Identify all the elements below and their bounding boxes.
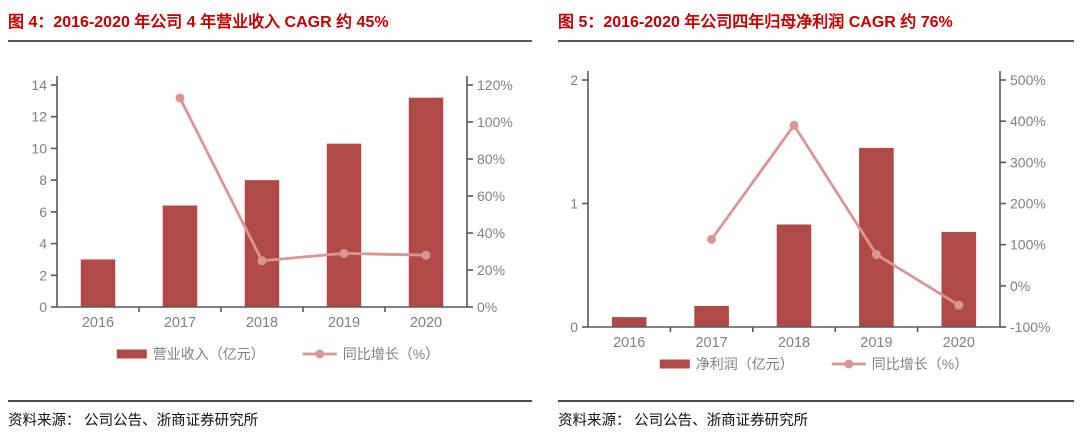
growth-point (421, 250, 431, 260)
figure-4-title: 图 4：2016-2020 年公司 4 年营业收入 CAGR 约 45% (8, 14, 389, 31)
growth-point (954, 300, 964, 310)
legend-line-label: 同比增长（%） (343, 346, 439, 362)
x-tick-label: 2019 (860, 335, 892, 351)
growth-point (175, 93, 185, 103)
right-axis-tick-label: 300% (1010, 154, 1046, 170)
revenue-bar-line-chart: 0 2 4 6 8 10 12 14 0% 20% 40% 60% 80% 100% 120% 2016 201… (31, 76, 513, 362)
source-note: 资料来源： 公司公告、浙商证券研究所 (8, 413, 259, 429)
left-axis-tick-label: 6 (39, 204, 47, 220)
right-axis-tick-label: 100% (1010, 237, 1046, 253)
right-axis-tick-label: 0% (1010, 278, 1030, 294)
right-axis-tick-label: 500% (1010, 72, 1046, 88)
growth-point (707, 234, 717, 244)
left-axis-tick-label: 2 (39, 267, 47, 283)
x-tick-label: 2017 (164, 315, 196, 331)
growth-point (789, 120, 799, 130)
growth-point (257, 256, 267, 266)
bar-2018 (776, 224, 812, 327)
bar-2016 (80, 259, 116, 307)
source-note: 资料来源： 公司公告、浙商证券研究所 (558, 413, 809, 429)
bar-2017 (694, 306, 729, 327)
left-axis-tick-label: 14 (31, 77, 47, 93)
figure-5-title: 图 5：2016-2020 年公司四年归母净利润 CAGR 约 76% (558, 14, 953, 31)
left-axis-tick-label: 8 (39, 172, 47, 188)
source-divider (8, 400, 532, 402)
right-axis-tick-label: 80% (477, 151, 505, 167)
legend-line-marker (844, 359, 854, 369)
x-tick-label: 2016 (82, 315, 114, 331)
x-tick-label: 2020 (410, 315, 442, 331)
right-axis-tick-label: 20% (477, 262, 505, 278)
x-tick-label: 2017 (695, 335, 727, 351)
legend-line-marker (315, 349, 325, 359)
x-tick-label: 2018 (778, 335, 810, 351)
x-tick-label: 2018 (246, 315, 278, 331)
left-axis-tick-label: 0 (39, 299, 47, 315)
legend: 净利润（亿元） 同比增长（%） (659, 356, 968, 372)
source-divider (558, 400, 1074, 402)
right-axis-tick-label: 400% (1010, 113, 1046, 129)
left-axis-tick-label: 1 (570, 196, 578, 212)
right-axis-tick-label: 120% (477, 77, 513, 93)
bar-2016 (611, 317, 647, 327)
left-axis-tick-label: 0 (570, 319, 578, 335)
right-axis-tick-label: 60% (477, 188, 505, 204)
title-divider (558, 40, 1074, 42)
right-axis-tick-label: 40% (477, 225, 505, 241)
bar-2018 (244, 180, 280, 307)
legend-line-label: 同比增长（%） (872, 356, 968, 372)
bar-2020 (408, 97, 444, 307)
growth-point (871, 250, 881, 260)
legend-bar-label: 净利润（亿元） (696, 356, 794, 372)
bar-2020 (941, 231, 977, 327)
growth-point (339, 248, 349, 258)
right-axis-tick-label: -100% (1010, 319, 1050, 335)
title-divider (8, 40, 532, 42)
x-tick-label: 2016 (613, 335, 645, 351)
legend-bar-swatch (116, 349, 147, 359)
bar-2017 (162, 205, 198, 307)
left-axis-tick-label: 2 (570, 72, 578, 88)
legend: 营业收入（亿元） 同比增长（%） (116, 346, 439, 362)
net-profit-bar-line-chart: 0 1 2 -100% 0% 100% 200% 300% 400% 500% 2016 2017 20… (570, 71, 1050, 372)
x-tick-label: 2019 (328, 315, 360, 331)
bar-2019 (326, 143, 362, 307)
legend-bar-swatch (659, 359, 690, 369)
left-axis-tick-label: 12 (31, 109, 47, 125)
x-tick-label: 2020 (943, 335, 975, 351)
figure-5-panel: 图 5：2016-2020 年公司四年归母净利润 CAGR 约 76% 0 1 2 -… (558, 8, 1074, 443)
left-axis-tick-label: 10 (31, 140, 47, 156)
right-axis-tick-label: 200% (1010, 196, 1046, 212)
legend-bar-label: 营业收入（亿元） (153, 346, 265, 362)
growth-line (710, 123, 961, 307)
left-axis-tick-label: 4 (39, 236, 47, 252)
right-axis-tick-label: 0% (477, 299, 497, 315)
figure-4-panel: 图 4：2016-2020 年公司 4 年营业收入 CAGR 约 45% 0 2 4… (8, 8, 532, 443)
growth-line (178, 96, 428, 263)
right-axis-tick-label: 100% (477, 114, 513, 130)
